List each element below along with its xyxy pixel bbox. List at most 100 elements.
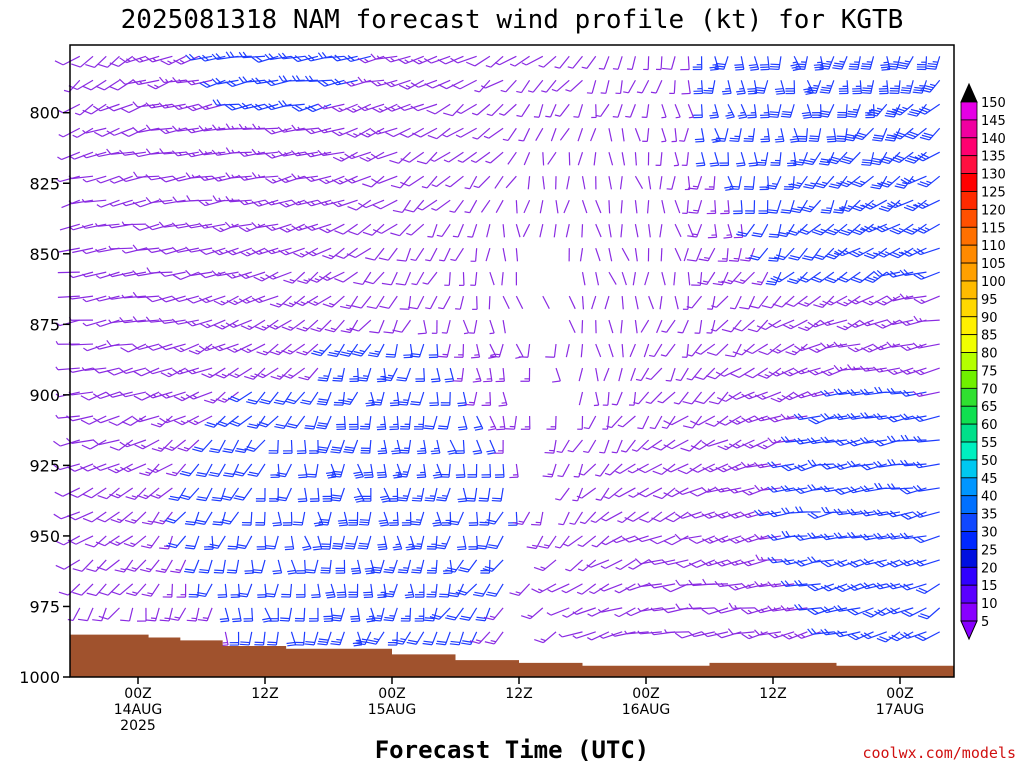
colorbar-label: 145 (981, 114, 1006, 129)
wind-barb (291, 124, 318, 131)
wind-barb (782, 319, 808, 330)
wind-barb (455, 439, 465, 454)
wind-barb (304, 223, 332, 231)
wind-barb (725, 103, 735, 120)
wind-barb (774, 80, 786, 95)
wind-barb (413, 415, 425, 430)
x-tick-label: 12Z (251, 686, 278, 702)
wind-barb (264, 199, 292, 206)
wind-barb (563, 199, 570, 214)
wind-barb (284, 535, 295, 551)
wind-barb (833, 604, 861, 612)
wind-barb (414, 607, 425, 622)
wind-barb (410, 79, 438, 88)
wind-barb (72, 583, 94, 596)
wind-barb (132, 199, 160, 208)
wind-barb (320, 535, 332, 550)
wind-barb (629, 343, 636, 358)
wind-barb (886, 295, 914, 302)
wind-barb (357, 103, 385, 112)
wind-barb (565, 343, 570, 358)
wind-barb (781, 530, 808, 538)
wind-barb (770, 152, 782, 166)
colorbar-swatch (960, 495, 978, 515)
wind-barb (251, 221, 279, 229)
terrain-fill (70, 634, 954, 677)
wind-barb (185, 269, 213, 277)
wind-barb (185, 367, 213, 375)
wind-barb (82, 487, 107, 499)
wind-barb (837, 104, 848, 119)
wind-barb (674, 104, 681, 119)
wind-barb (198, 222, 226, 229)
wind-barb (577, 416, 584, 430)
wind-barb (693, 104, 703, 119)
colorbar-swatch (960, 316, 978, 336)
wind-barb (899, 367, 927, 375)
wind-barb (502, 295, 510, 310)
wind-barb (159, 535, 173, 550)
wind-barb (445, 175, 464, 188)
wind-barb (621, 296, 624, 310)
wind-barb (164, 511, 187, 524)
wind-barb (346, 247, 372, 259)
wind-barb (701, 631, 729, 638)
wind-barb (661, 200, 666, 214)
wind-barb (847, 607, 874, 616)
wind-barb (168, 607, 187, 621)
wind-barb (661, 559, 689, 566)
wind-barb (807, 556, 834, 564)
wind-barb (748, 247, 769, 261)
wind-barb (784, 295, 808, 308)
wind-barb (228, 415, 253, 427)
colorbar-swatch (960, 226, 978, 246)
wind-barb (608, 271, 617, 285)
wind-barb (568, 295, 576, 310)
wind-barb (695, 152, 706, 167)
wind-barb (470, 248, 478, 262)
wind-barb (269, 295, 292, 308)
wind-barb (450, 247, 464, 262)
wind-barb (435, 631, 451, 646)
wind-barb (337, 511, 349, 527)
wind-barb (617, 511, 636, 524)
wind-barb (615, 80, 623, 95)
wind-barb (278, 247, 305, 256)
wind-barb (106, 103, 133, 112)
wind-barb (186, 607, 200, 622)
wind-barb (580, 344, 584, 358)
wind-barb (652, 463, 676, 476)
wind-barb (426, 583, 438, 598)
wind-barb (714, 56, 729, 70)
wind-barb (82, 271, 107, 278)
colorbar-label: 90 (981, 311, 998, 326)
wind-barb (366, 607, 376, 623)
wind-barb (254, 367, 279, 379)
wind-barb (332, 535, 345, 550)
wind-barb (195, 583, 213, 598)
colorbar-label: 50 (981, 454, 998, 469)
wind-barb (269, 607, 279, 622)
wind-barb (577, 128, 584, 142)
wind-barb (542, 295, 550, 309)
wind-barb (595, 223, 602, 238)
wind-barb (896, 55, 914, 70)
wind-barb (244, 439, 266, 452)
wind-barb (515, 200, 518, 214)
wind-barb (507, 151, 517, 165)
wind-barb (401, 511, 412, 526)
wind-barb (348, 511, 359, 526)
wind-barb (751, 223, 769, 238)
wind-barb (486, 103, 504, 117)
wind-barb (98, 55, 120, 68)
wind-barb (652, 487, 676, 500)
colorbar-label: 135 (981, 150, 1006, 165)
wind-barb (457, 391, 468, 407)
wind-barb (309, 487, 320, 503)
wind-barb (531, 511, 544, 526)
wind-barb (482, 559, 504, 572)
wind-barb (483, 367, 493, 383)
wind-barb (452, 367, 465, 382)
colorbar-label: 40 (981, 490, 998, 505)
wind-barb (378, 511, 390, 527)
